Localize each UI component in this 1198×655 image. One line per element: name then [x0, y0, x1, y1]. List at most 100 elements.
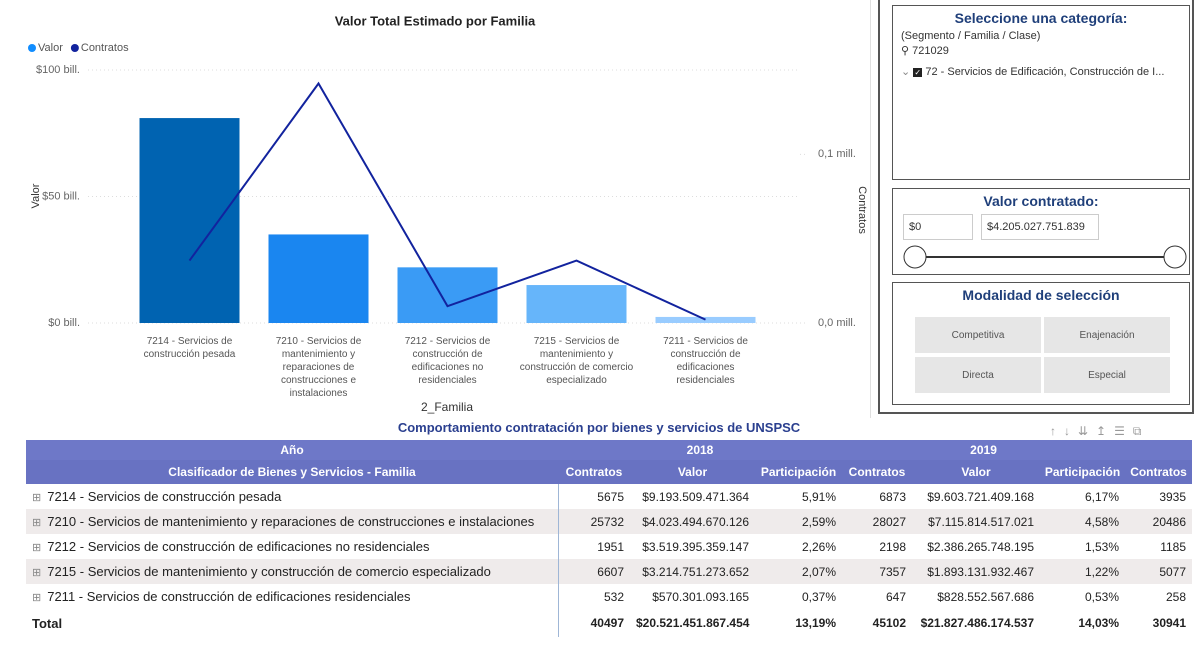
table-cell: 25732 — [558, 509, 630, 534]
total-cell: $20.521.451.867.454 — [636, 616, 750, 630]
table-cell: 5675 — [597, 489, 624, 504]
total-cell: 14,03% — [1078, 616, 1120, 630]
y-axis-label: Valor — [30, 183, 42, 208]
header-row: Clasificador de Bienes y Servicios - Fam… — [26, 460, 1193, 484]
legend-marker — [28, 44, 36, 52]
expand-icon: ⊞ — [32, 567, 42, 579]
table-toolbar[interactable]: ↑↓⇊↥☰⧉ — [1050, 424, 1150, 438]
search-text: 721029 — [912, 45, 949, 57]
bar — [268, 234, 369, 323]
column-header: Valor — [912, 460, 1041, 484]
row-label: 7215 - Servicios de mantenimiento y cons… — [47, 564, 491, 579]
slider-handle[interactable] — [903, 245, 927, 269]
y2-axis-label: Contratos — [856, 186, 868, 234]
x-tick-label: 7212 - Servicios de construcción de edif… — [404, 336, 491, 386]
legend-label: Valor — [38, 42, 63, 54]
bar — [526, 285, 627, 323]
option-button[interactable]: Enajenación — [1044, 317, 1170, 353]
slicer-subtitle: (Segmento / Familia / Clase) — [901, 30, 1041, 42]
table-row: ⊞ 7214 - Servicios de construcción pesada… — [26, 484, 1192, 509]
expand-icon: ⊞ — [32, 592, 42, 604]
total-cell: Total — [26, 609, 559, 637]
table-cell: 7357 — [842, 559, 913, 584]
total-cell: $21.827.486.174.537 — [920, 616, 1035, 630]
search-icon: ⚲ — [901, 45, 910, 57]
table-cell: $1.893.131.932.467 — [912, 559, 1041, 584]
x-tick-label: 7211 - Servicios de construcción de edif… — [663, 336, 748, 386]
table-cell: 28027 — [842, 509, 913, 534]
table-row: ⊞ 7211 - Servicios de construcción de edi… — [26, 584, 1192, 609]
table-cell: 647 — [885, 589, 907, 604]
tree-item-text: 72 - Servicios de Edificación, Construcc… — [925, 66, 1165, 78]
min-input[interactable]: $0 — [903, 214, 973, 240]
expand-icon: ⊞ — [32, 517, 42, 529]
row-label: 7214 - Servicios de construcción pesada — [47, 489, 282, 504]
column-header: Participación — [755, 460, 843, 484]
table: Año 2018 2019 Clasificador de Bienes y Serv… — [26, 440, 1193, 637]
slider-handle[interactable] — [1163, 245, 1187, 269]
total-cell: 40497 — [590, 616, 624, 630]
table-cell: 6873 — [879, 489, 907, 504]
y2-tick-label: 0,1 mill. — [818, 148, 856, 160]
table-cell: $828.552.567.686 — [937, 589, 1035, 604]
table-cell: 2,26% — [801, 539, 837, 554]
table-cell: 1,22% — [1040, 559, 1126, 584]
expand-icon: ⊞ — [32, 492, 42, 504]
table-row: ⊞ 7215 - Servicios de mantenimiento y con… — [26, 559, 1193, 584]
table-cell: 0,37% — [801, 589, 837, 604]
slicer-title: Valor contratado: — [983, 193, 1099, 209]
table-cell: 0,53% — [1085, 589, 1120, 604]
column-header: Clasificador de Bienes y Servicios - Fam… — [26, 460, 558, 484]
row-label-cell[interactable]: ⊞ 7215 - Servicios de mantenimiento y con… — [26, 559, 559, 584]
row-label-cell[interactable]: ⊞ 7210 - Servicios de mantenimiento y rep… — [26, 509, 559, 534]
search-box[interactable]: ⚲ 721029 — [901, 44, 1189, 57]
bar — [139, 118, 240, 323]
expand-icon: ⊞ — [32, 542, 42, 554]
total-row: Total 40497 $20.521.451.867.454 13,19% 45102… — [26, 609, 1192, 637]
column-header: Valor — [630, 460, 755, 484]
bar — [397, 267, 498, 323]
range-slider[interactable] — [893, 243, 1191, 273]
total-cell: 45102 — [872, 616, 907, 630]
slicer-title: Modalidad de selección — [962, 287, 1120, 303]
column-header: Contratos — [1125, 460, 1193, 484]
header-cell: 2019 — [842, 440, 1126, 460]
row-label: 7211 - Servicios de construcción de edif… — [47, 589, 411, 604]
table-cell: $4.023.494.670.126 — [630, 509, 755, 534]
row-label-cell[interactable]: ⊞ 7212 - Servicios de construcción de edi… — [26, 534, 559, 559]
max-input[interactable]: $4.205.027.751.839 — [981, 214, 1099, 240]
table-cell: 258 — [1166, 589, 1187, 604]
table-cell: 20486 — [1125, 509, 1193, 534]
option-button[interactable]: Directa — [915, 357, 1041, 393]
row-label-cell[interactable]: ⊞ 7211 - Servicios de construcción de edi… — [26, 584, 559, 609]
row-label-cell[interactable]: ⊞ 7214 - Servicios de construcción pesada — [26, 484, 559, 509]
table-cell: $570.301.093.165 — [652, 589, 749, 604]
y-tick-label: $50 bill. — [42, 190, 80, 202]
table-title: Comportamiento contratación por bienes y… — [397, 420, 801, 435]
tree-item[interactable]: ⌄ ✓ 72 - Servicios de Edificación, Const… — [901, 66, 1165, 78]
table-cell: 1951 — [597, 539, 624, 554]
chart-panel: Valor Total Estimado por Familia Valor Con… — [0, 0, 871, 418]
table-cell: $2.386.265.748.195 — [927, 539, 1035, 554]
legend-marker — [70, 44, 79, 52]
table-cell: 6,17% — [1085, 489, 1120, 504]
value-slicer: Valor contratado: $0 $4.205.027.751.839 — [892, 188, 1190, 275]
table-row: ⊞ 7212 - Servicios de construcción de edi… — [26, 534, 1192, 559]
table-cell: $3.519.395.359.147 — [642, 539, 749, 554]
legend-label: Contratos — [81, 42, 129, 54]
table-cell: $7.115.814.517.021 — [912, 509, 1041, 534]
mode-slicer: Modalidad de selección Competitiva Enaje… — [892, 282, 1190, 405]
row-label: 7210 - Servicios de mantenimiento y repa… — [47, 514, 535, 529]
table-cell: 4,58% — [1040, 509, 1126, 534]
option-button[interactable]: Competitiva — [915, 317, 1041, 353]
table-cell: 2,59% — [755, 509, 843, 534]
chart-title: Valor Total Estimado por Familia — [335, 13, 536, 28]
table-cell: 6607 — [558, 559, 630, 584]
table-cell: 5,91% — [801, 489, 837, 504]
slicer-title: Seleccione una categoría: — [954, 10, 1128, 26]
option-button[interactable]: Especial — [1044, 357, 1170, 393]
x-axis-label: 2_Familia — [421, 400, 473, 414]
table-cell: 1185 — [1160, 539, 1187, 554]
y-tick-label: $0 bill. — [48, 317, 80, 329]
x-tick-label: 7210 - Servicios de mantenimiento y repa… — [275, 336, 362, 399]
